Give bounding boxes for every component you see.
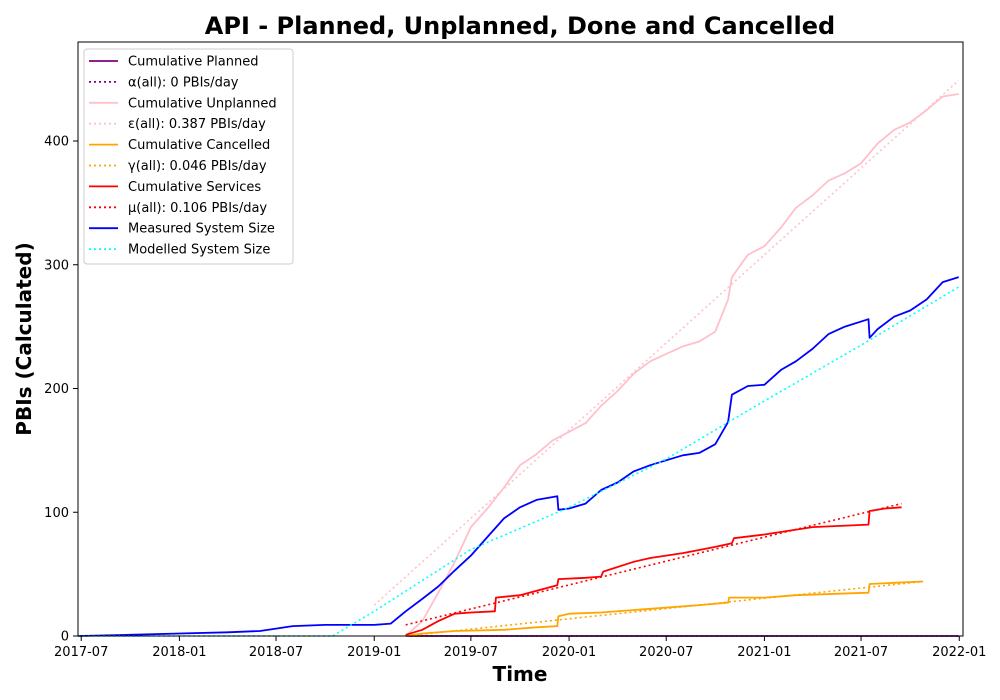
legend-entry: Cumulative Services (89, 180, 261, 195)
x-tick-label: 2020-07 (639, 645, 693, 660)
legend-entry: Cumulative Planned (89, 55, 258, 70)
y-tick-label: 200 (44, 382, 69, 397)
x-tick-label: 2017-07 (54, 645, 108, 660)
legend-label: μ(all): 0.106 PBIs/day (128, 201, 267, 216)
legend-entry: Modelled System Size (89, 243, 270, 258)
x-tick-label: 2020-01 (542, 645, 596, 660)
series-line-all-0-387-pbis-day (373, 79, 960, 606)
legend-entry: μ(all): 0.106 PBIs/day (89, 201, 267, 216)
x-tick-label: 2021-01 (737, 645, 791, 660)
legend-entry: Cumulative Unplanned (89, 96, 277, 111)
series-line-cumulative-cancelled (405, 580, 924, 637)
legend: Cumulative Planned α(all): 0 PBIs/day Cumu… (83, 48, 294, 265)
x-tick-label: 2018-01 (152, 645, 206, 660)
series-line-cumulative-services (405, 506, 902, 636)
y-axis-label: PBIs (Calculated) (12, 242, 36, 435)
legend-label: ε(all): 0.387 PBIs/day (128, 117, 266, 132)
legend-label: Cumulative Cancelled (128, 138, 270, 153)
series-line-measured-system-size (77, 276, 959, 637)
legend-label: γ(all): 0.046 PBIs/day (128, 159, 267, 174)
x-axis-label: Time (493, 662, 548, 686)
x-tick-label: 2021-07 (834, 645, 888, 660)
x-axis: 2017-07 2018-01 2018-07 2019-01 2019-07 2020-… (54, 636, 986, 660)
legend-entry: α(all): 0 PBIs/day (89, 75, 239, 90)
x-tick-label: 2019-07 (444, 645, 498, 660)
chart-title: API - Planned, Unplanned, Done and Cance… (205, 12, 835, 40)
legend-label: α(all): 0 PBIs/day (128, 75, 239, 90)
series-line-all-0-106-pbis-day (405, 502, 902, 626)
plot-frame (77, 41, 964, 637)
legend-entry: Cumulative Cancelled (89, 138, 270, 153)
y-axis: 0 100 200 300 400 (44, 135, 78, 645)
legend-label: Cumulative Unplanned (128, 96, 277, 111)
y-tick-label: 400 (44, 135, 69, 150)
series-line-all-0-046-pbis-day (405, 580, 924, 637)
legend-entry: Measured System Size (89, 222, 275, 237)
x-tick-label: 2019-01 (347, 645, 401, 660)
legend-label: Cumulative Services (128, 180, 261, 195)
y-tick-label: 100 (44, 506, 69, 521)
legend-entry: γ(all): 0.046 PBIs/day (89, 159, 267, 174)
legend-box (83, 48, 294, 265)
legend-label: Cumulative Planned (128, 55, 258, 70)
x-tick-label: 2018-07 (249, 645, 303, 660)
x-tick-label: 2022-01 (932, 645, 986, 660)
legend-label: Measured System Size (128, 222, 275, 237)
y-tick-label: 300 (44, 258, 69, 273)
legend-entry: ε(all): 0.387 PBIs/day (89, 117, 266, 132)
series-line-modelled-system-size (78, 286, 960, 637)
series-line-cumulative-unplanned (405, 93, 959, 637)
legend-label: Modelled System Size (128, 243, 270, 258)
y-tick-label: 0 (61, 630, 69, 645)
